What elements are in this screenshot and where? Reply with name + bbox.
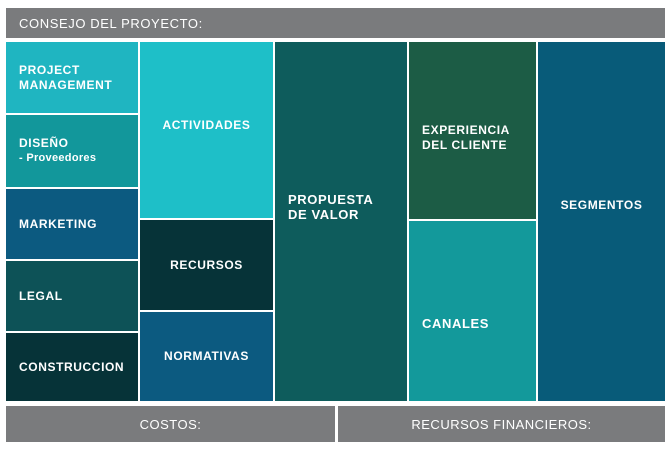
diseno-line1: DISEÑO (19, 136, 69, 150)
diseno-line2: - Proveedores (19, 152, 97, 164)
recursos-label: RECURSOS (170, 257, 243, 272)
footer-recursos-financieros: RECURSOS FINANCIEROS: (338, 406, 665, 442)
block-legal: LEGAL (6, 261, 138, 331)
experiencia-line1: EXPERIENCIA (422, 123, 510, 137)
recursos-financieros-label: RECURSOS FINANCIEROS: (411, 416, 592, 432)
block-normativas: NORMATIVAS (140, 312, 273, 401)
footer-costos: COSTOS: (6, 406, 335, 442)
block-propuesta-de-valor: PROPUESTA DE VALOR (275, 42, 407, 401)
block-recursos: RECURSOS (140, 220, 273, 310)
legal-label: LEGAL (19, 288, 63, 303)
block-canales: CANALES (409, 221, 536, 401)
block-construccion: CONSTRUCCION (6, 333, 138, 401)
project-management-line1: PROJECT (19, 62, 80, 77)
block-project-management: PROJECT MANAGEMENT (6, 42, 138, 113)
block-actividades: ACTIVIDADES (140, 42, 273, 218)
block-diseno: DISEÑO - Proveedores (6, 115, 138, 187)
experiencia-line2: DEL CLIENTE (422, 138, 508, 152)
propuesta-line1: PROPUESTA (288, 192, 374, 207)
segmentos-label: SEGMENTOS (560, 197, 643, 212)
project-management-line2: MANAGEMENT (19, 77, 113, 92)
propuesta-line2: DE VALOR (288, 207, 360, 222)
block-experiencia-del-cliente: EXPERIENCIA DEL CLIENTE (409, 42, 536, 219)
marketing-label: MARKETING (19, 216, 98, 231)
block-marketing: MARKETING (6, 189, 138, 259)
construccion-label: CONSTRUCCION (19, 359, 125, 374)
costos-label: COSTOS: (139, 416, 202, 432)
canales-label: CANALES (422, 316, 490, 331)
actividades-label: ACTIVIDADES (162, 117, 251, 132)
header-title: CONSEJO DEL PROYECTO: (19, 15, 203, 31)
normativas-label: NORMATIVAS (164, 349, 249, 363)
header-consejo-del-proyecto: CONSEJO DEL PROYECTO: (6, 8, 665, 38)
block-segmentos: SEGMENTOS (538, 42, 665, 401)
